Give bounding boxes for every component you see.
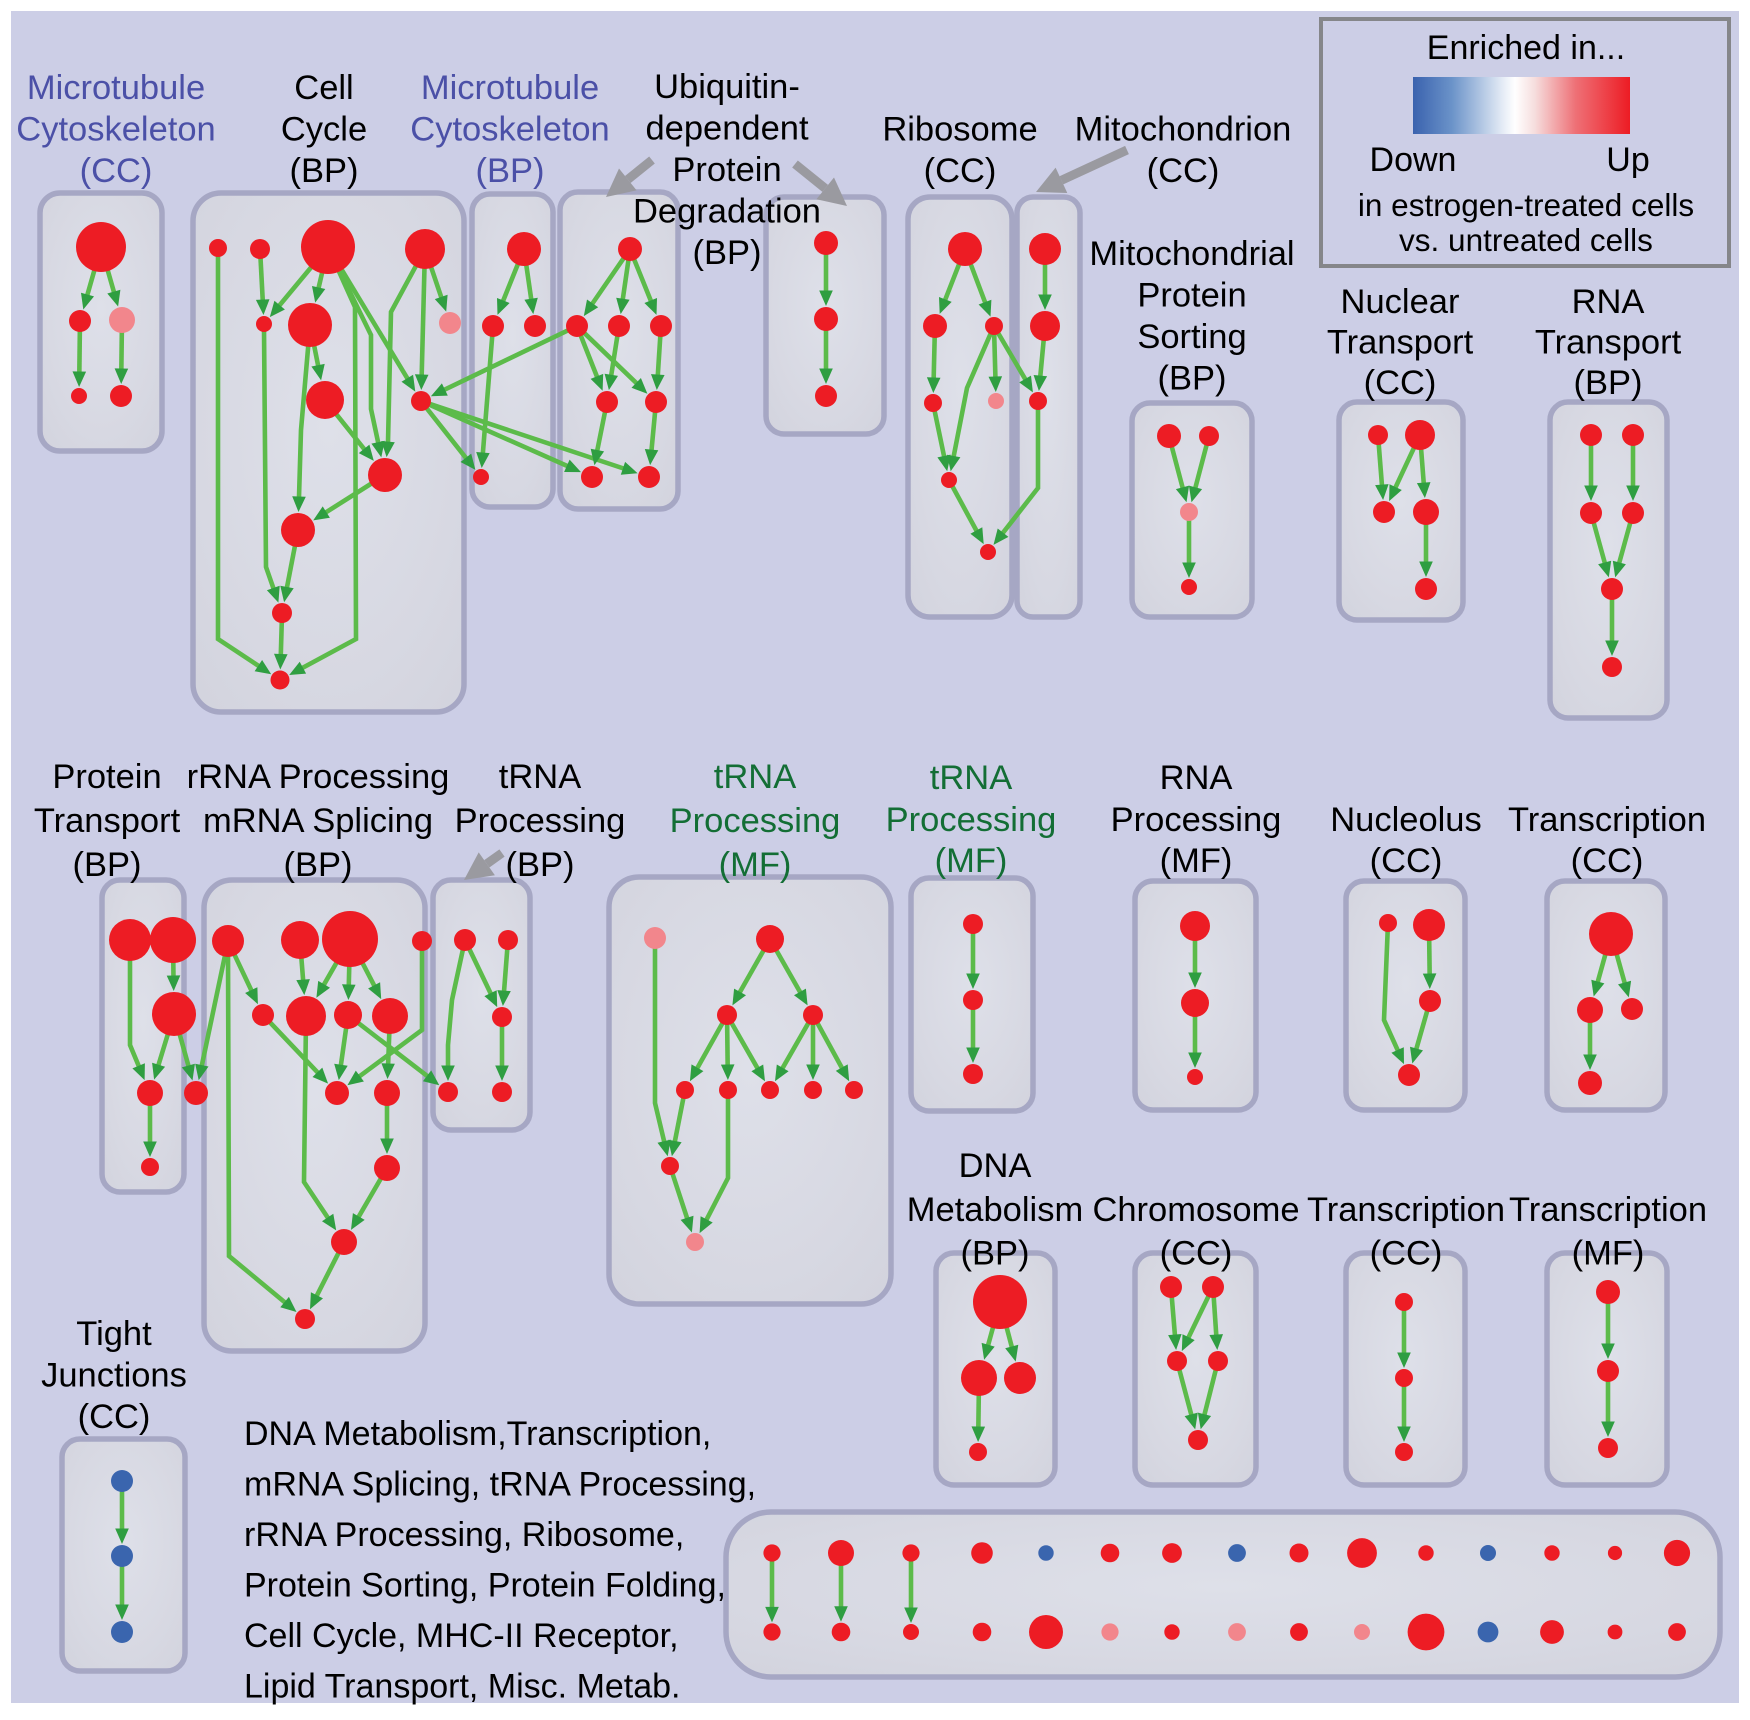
svg-text:(CC): (CC) — [1370, 1235, 1443, 1273]
svg-text:Nuclear: Nuclear — [1341, 283, 1460, 321]
svg-text:Protein: Protein — [672, 151, 781, 189]
svg-text:Enriched in...: Enriched in... — [1427, 29, 1625, 67]
svg-text:Nucleolus: Nucleolus — [1330, 801, 1482, 839]
svg-text:Ubiquitin-: Ubiquitin- — [654, 68, 800, 106]
svg-text:rRNA Processing, Ribosome,: rRNA Processing, Ribosome, — [244, 1516, 684, 1554]
svg-text:(CC): (CC) — [1370, 842, 1443, 880]
svg-text:(CC): (CC) — [78, 1398, 151, 1436]
svg-text:tRNA: tRNA — [499, 758, 581, 796]
svg-text:Microtubule: Microtubule — [421, 69, 599, 107]
svg-text:Transcription: Transcription — [1509, 1191, 1707, 1229]
svg-text:Cycle: Cycle — [281, 111, 367, 149]
svg-text:(BP): (BP) — [1574, 364, 1643, 402]
svg-text:in estrogen-treated cells: in estrogen-treated cells — [1358, 187, 1694, 223]
svg-text:(BP): (BP) — [73, 846, 142, 884]
svg-text:(BP): (BP) — [476, 152, 545, 190]
svg-text:RNA: RNA — [1572, 283, 1645, 321]
svg-text:Down: Down — [1370, 141, 1457, 179]
svg-text:Cell Cycle, MHC-II Receptor,: Cell Cycle, MHC-II Receptor, — [244, 1617, 679, 1655]
svg-text:Junctions: Junctions — [41, 1357, 187, 1395]
svg-text:Transport: Transport — [34, 802, 181, 840]
svg-text:Up: Up — [1606, 141, 1649, 179]
svg-text:Lipid Transport, Misc. Metab.: Lipid Transport, Misc. Metab. — [244, 1668, 681, 1706]
svg-text:Cytoskeleton: Cytoskeleton — [410, 111, 609, 149]
svg-text:Processing: Processing — [455, 802, 626, 840]
svg-text:Mitochondrial: Mitochondrial — [1089, 235, 1294, 273]
svg-text:tRNA: tRNA — [930, 759, 1012, 797]
svg-text:mRNA Splicing: mRNA Splicing — [203, 802, 433, 840]
svg-text:(BP): (BP) — [693, 234, 762, 272]
svg-text:Processing: Processing — [1111, 801, 1282, 839]
svg-text:DNA: DNA — [959, 1147, 1032, 1185]
svg-text:Transport: Transport — [1327, 324, 1474, 362]
svg-text:Transcription: Transcription — [1307, 1191, 1505, 1229]
svg-text:Chromosome: Chromosome — [1092, 1191, 1299, 1229]
svg-text:vs. untreated cells: vs. untreated cells — [1399, 222, 1653, 258]
svg-text:RNA: RNA — [1160, 759, 1233, 797]
svg-text:rRNA Processing: rRNA Processing — [187, 758, 450, 796]
svg-text:Processing: Processing — [670, 802, 841, 840]
svg-text:(BP): (BP) — [290, 152, 359, 190]
svg-text:Cell: Cell — [294, 69, 353, 107]
svg-text:Protein: Protein — [1137, 277, 1246, 315]
svg-text:(MF): (MF) — [935, 842, 1008, 880]
svg-text:(CC): (CC) — [1147, 152, 1220, 190]
svg-text:(MF): (MF) — [1160, 842, 1233, 880]
svg-text:dependent: dependent — [645, 110, 808, 148]
svg-text:Ribosome: Ribosome — [882, 111, 1037, 149]
svg-text:tRNA: tRNA — [714, 758, 796, 796]
svg-text:Processing: Processing — [886, 801, 1057, 839]
svg-text:Mitochondrion: Mitochondrion — [1075, 111, 1292, 149]
svg-text:Microtubule: Microtubule — [27, 69, 205, 107]
svg-text:Metabolism: Metabolism — [907, 1191, 1083, 1229]
svg-text:Protein Sorting, Protein Foldi: Protein Sorting, Protein Folding, — [244, 1567, 726, 1605]
svg-text:Transcription: Transcription — [1508, 801, 1706, 839]
svg-text:Sorting: Sorting — [1137, 318, 1246, 356]
svg-text:(BP): (BP) — [1158, 360, 1227, 398]
svg-text:Tight: Tight — [76, 1315, 152, 1353]
svg-text:Protein: Protein — [52, 758, 161, 796]
svg-text:Transport: Transport — [1535, 324, 1682, 362]
svg-text:(BP): (BP) — [961, 1235, 1030, 1273]
svg-text:Degradation: Degradation — [633, 193, 821, 231]
svg-text:(CC): (CC) — [1571, 842, 1644, 880]
svg-text:mRNA Splicing, tRNA Processing: mRNA Splicing, tRNA Processing, — [244, 1466, 756, 1504]
svg-text:(BP): (BP) — [506, 846, 575, 884]
svg-text:(BP): (BP) — [284, 846, 353, 884]
svg-text:(CC): (CC) — [80, 152, 153, 190]
svg-text:(MF): (MF) — [1572, 1235, 1645, 1273]
svg-text:(CC): (CC) — [924, 152, 997, 190]
svg-text:(CC): (CC) — [1364, 364, 1437, 402]
svg-text:(MF): (MF) — [719, 846, 792, 884]
svg-text:DNA Metabolism,Transcription,: DNA Metabolism,Transcription, — [244, 1415, 711, 1453]
svg-text:(CC): (CC) — [1160, 1235, 1233, 1273]
svg-text:Cytoskeleton: Cytoskeleton — [16, 111, 215, 149]
